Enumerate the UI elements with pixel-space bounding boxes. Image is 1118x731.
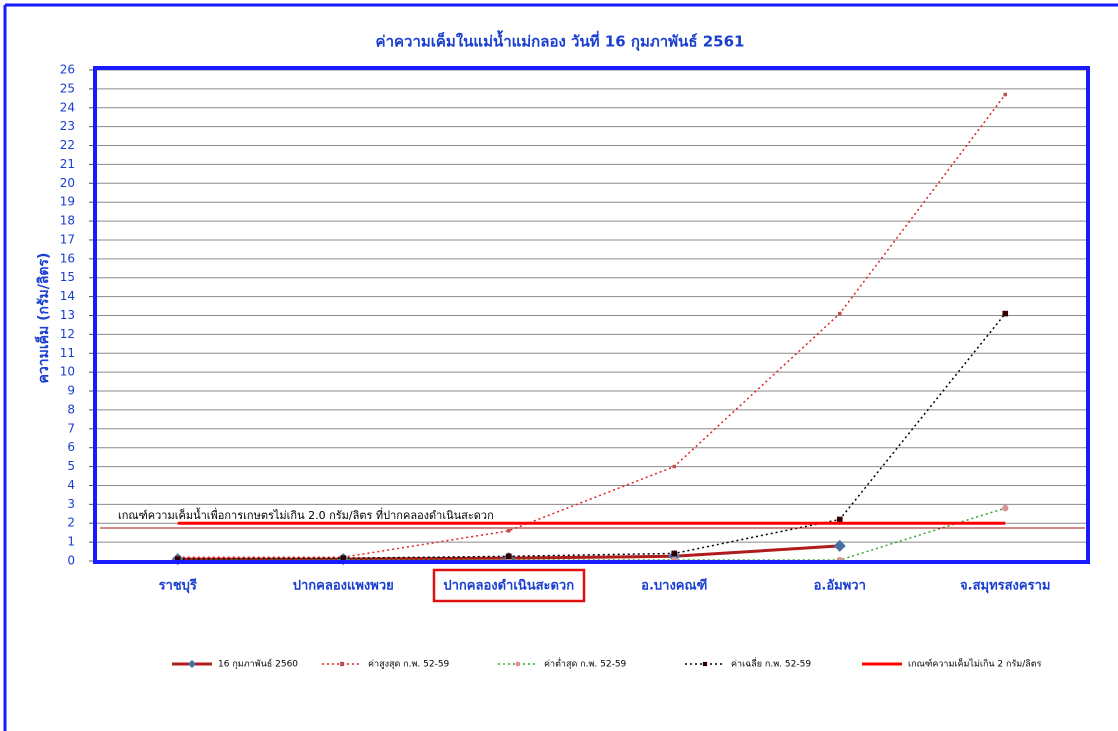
y-tick-label: 22 — [60, 138, 75, 152]
plot-border — [93, 66, 1090, 564]
legend-label: ค่าเฉลี่ย ก.พ. 52-59 — [731, 657, 811, 670]
marker — [1002, 310, 1009, 317]
y-tick-label: 8 — [67, 402, 75, 416]
y-tick-label: 3 — [67, 497, 75, 511]
series-line — [177, 507, 1006, 561]
y-tick-label: 2 — [67, 516, 75, 530]
y-tick-label: 23 — [60, 119, 75, 133]
y-tick-label: 14 — [60, 289, 75, 303]
legend-label: ค่าต่ำสุด ก.พ. 52-59 — [544, 657, 627, 670]
marker — [340, 555, 347, 561]
y-tick-label: 4 — [67, 478, 75, 492]
x-tick-label: จ.สมุทรสงคราม — [960, 579, 1050, 594]
y-tick-label: 9 — [67, 384, 75, 398]
y-tick-label: 16 — [60, 251, 75, 265]
marker — [833, 539, 846, 552]
series-line — [177, 94, 1006, 558]
marker — [1002, 504, 1009, 512]
legend-label: เกณฑ์ความเค็มไม่เกิน 2 กรัม/ลิตร — [908, 657, 1042, 670]
y-tick-label: 1 — [67, 535, 75, 549]
x-tick-label: อ.อัมพวา — [814, 579, 866, 594]
marker — [515, 661, 521, 667]
marker — [174, 556, 181, 562]
marker — [671, 550, 678, 557]
y-tick-label: 6 — [67, 440, 75, 454]
y-tick-label: 10 — [60, 365, 75, 379]
y-tick-label: 13 — [60, 308, 75, 322]
y-tick-label: 20 — [60, 176, 75, 190]
marker — [838, 311, 842, 316]
chart-title: ค่าความเค็มในแม่น้ำแม่กลอง วันที่ 16 กุม… — [376, 30, 745, 52]
series-layer — [171, 92, 1009, 566]
x-tick-label: ราชบุรี — [159, 578, 197, 594]
grid: 0123456789101112131415161718192021222324… — [60, 63, 1088, 594]
legend-label: 16 กุมภาพันธ์ 2560 — [218, 658, 298, 670]
y-tick-label: 15 — [60, 270, 75, 284]
y-tick-label: 11 — [60, 346, 75, 360]
x-tick-label: ปากคลองแพงพวย — [293, 579, 394, 594]
y-tick-label: 25 — [60, 81, 75, 95]
y-tick-label: 19 — [60, 195, 75, 209]
legend-label: ค่าสูงสุด ก.พ. 52-59 — [368, 660, 450, 670]
y-tick-label: 0 — [67, 554, 75, 568]
y-tick-label: 26 — [60, 63, 75, 77]
y-tick-label: 5 — [67, 459, 75, 473]
y-tick-label: 7 — [67, 421, 75, 435]
y-tick-label: 24 — [60, 100, 75, 114]
marker — [505, 553, 512, 560]
annotation: เกณฑ์ความเค็มน้ำเพื่อการเกษตรไม่เกิน 2.0… — [118, 507, 494, 522]
marker — [702, 661, 708, 667]
marker — [836, 516, 843, 523]
y-axis-title: ความเค็ม (กรัม/ลิตร) — [34, 253, 52, 384]
legend: 16 กุมภาพันธ์ 2560 ค่าสูงสุด ก.พ. 52-59 ค่… — [172, 657, 1042, 670]
y-tick-label: 17 — [60, 232, 75, 246]
marker — [507, 529, 511, 533]
y-tick-label: 18 — [60, 214, 75, 228]
category-highlight — [432, 568, 586, 603]
marker — [188, 660, 196, 668]
x-tick-label: ปากคลองดำเนินสะดวก — [443, 578, 574, 594]
marker — [672, 464, 676, 469]
x-tick-label: อ.บางคณฑี — [641, 578, 707, 594]
marker — [339, 661, 345, 667]
marker — [1003, 92, 1007, 97]
y-tick-label: 21 — [60, 157, 75, 171]
y-tick-label: 12 — [60, 327, 75, 341]
